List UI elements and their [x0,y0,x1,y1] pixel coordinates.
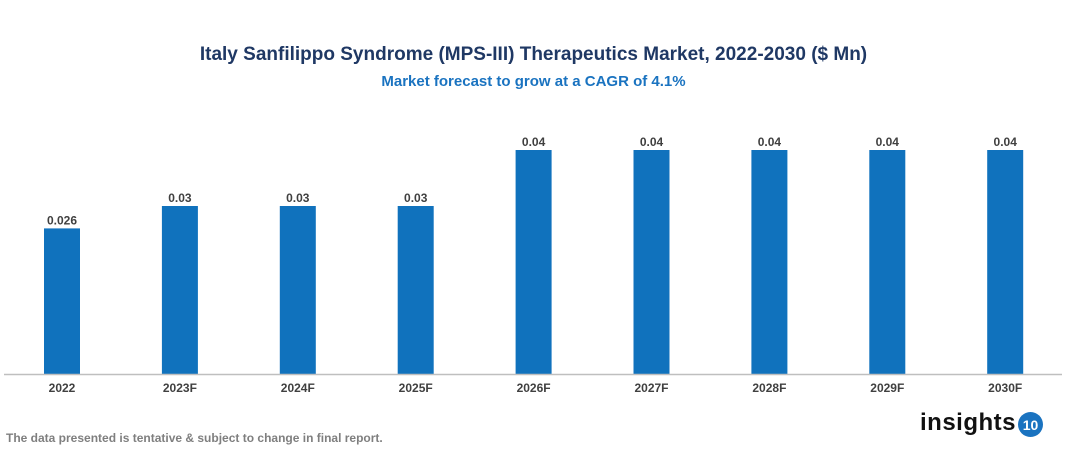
chart-title: Italy Sanfilippo Syndrome (MPS-III) Ther… [199,44,868,65]
x-tick-label: 2023F [163,381,197,395]
bar [44,228,80,374]
bar [633,150,670,374]
x-tick-label: 2027F [634,381,668,395]
data-label: 0.04 [758,135,782,149]
logo-text: insights [920,409,1017,436]
bar [869,150,906,374]
insights10-logo: insights 10 [920,409,1044,437]
x-tick-label: 2024F [281,381,315,395]
x-tick-label: 2028F [752,381,786,395]
bar [751,150,788,374]
bar [515,150,552,374]
bar [987,150,1024,374]
bar [279,206,316,374]
x-tick-label: 2022 [49,381,76,395]
data-label: 0.04 [994,135,1018,149]
chart-subtitle: Market forecast to grow at a CAGR of 4.1… [381,73,686,90]
bar [161,206,198,374]
bar [397,206,434,374]
data-label: 0.04 [876,135,900,149]
footnote: The data presented is tentative & subjec… [6,431,383,445]
x-tick-label: 2029F [870,381,904,395]
x-tick-label: 2030F [988,381,1022,395]
x-tick-label: 2025F [399,381,433,395]
data-label: 0.04 [522,135,546,149]
data-label: 0.03 [404,191,428,205]
data-label: 0.026 [47,213,77,227]
logo-badge: 10 [1018,412,1044,437]
data-label: 0.03 [286,191,310,205]
x-tick-label: 2026F [517,381,551,395]
data-label: 0.03 [168,191,192,205]
data-label: 0.04 [640,135,664,149]
